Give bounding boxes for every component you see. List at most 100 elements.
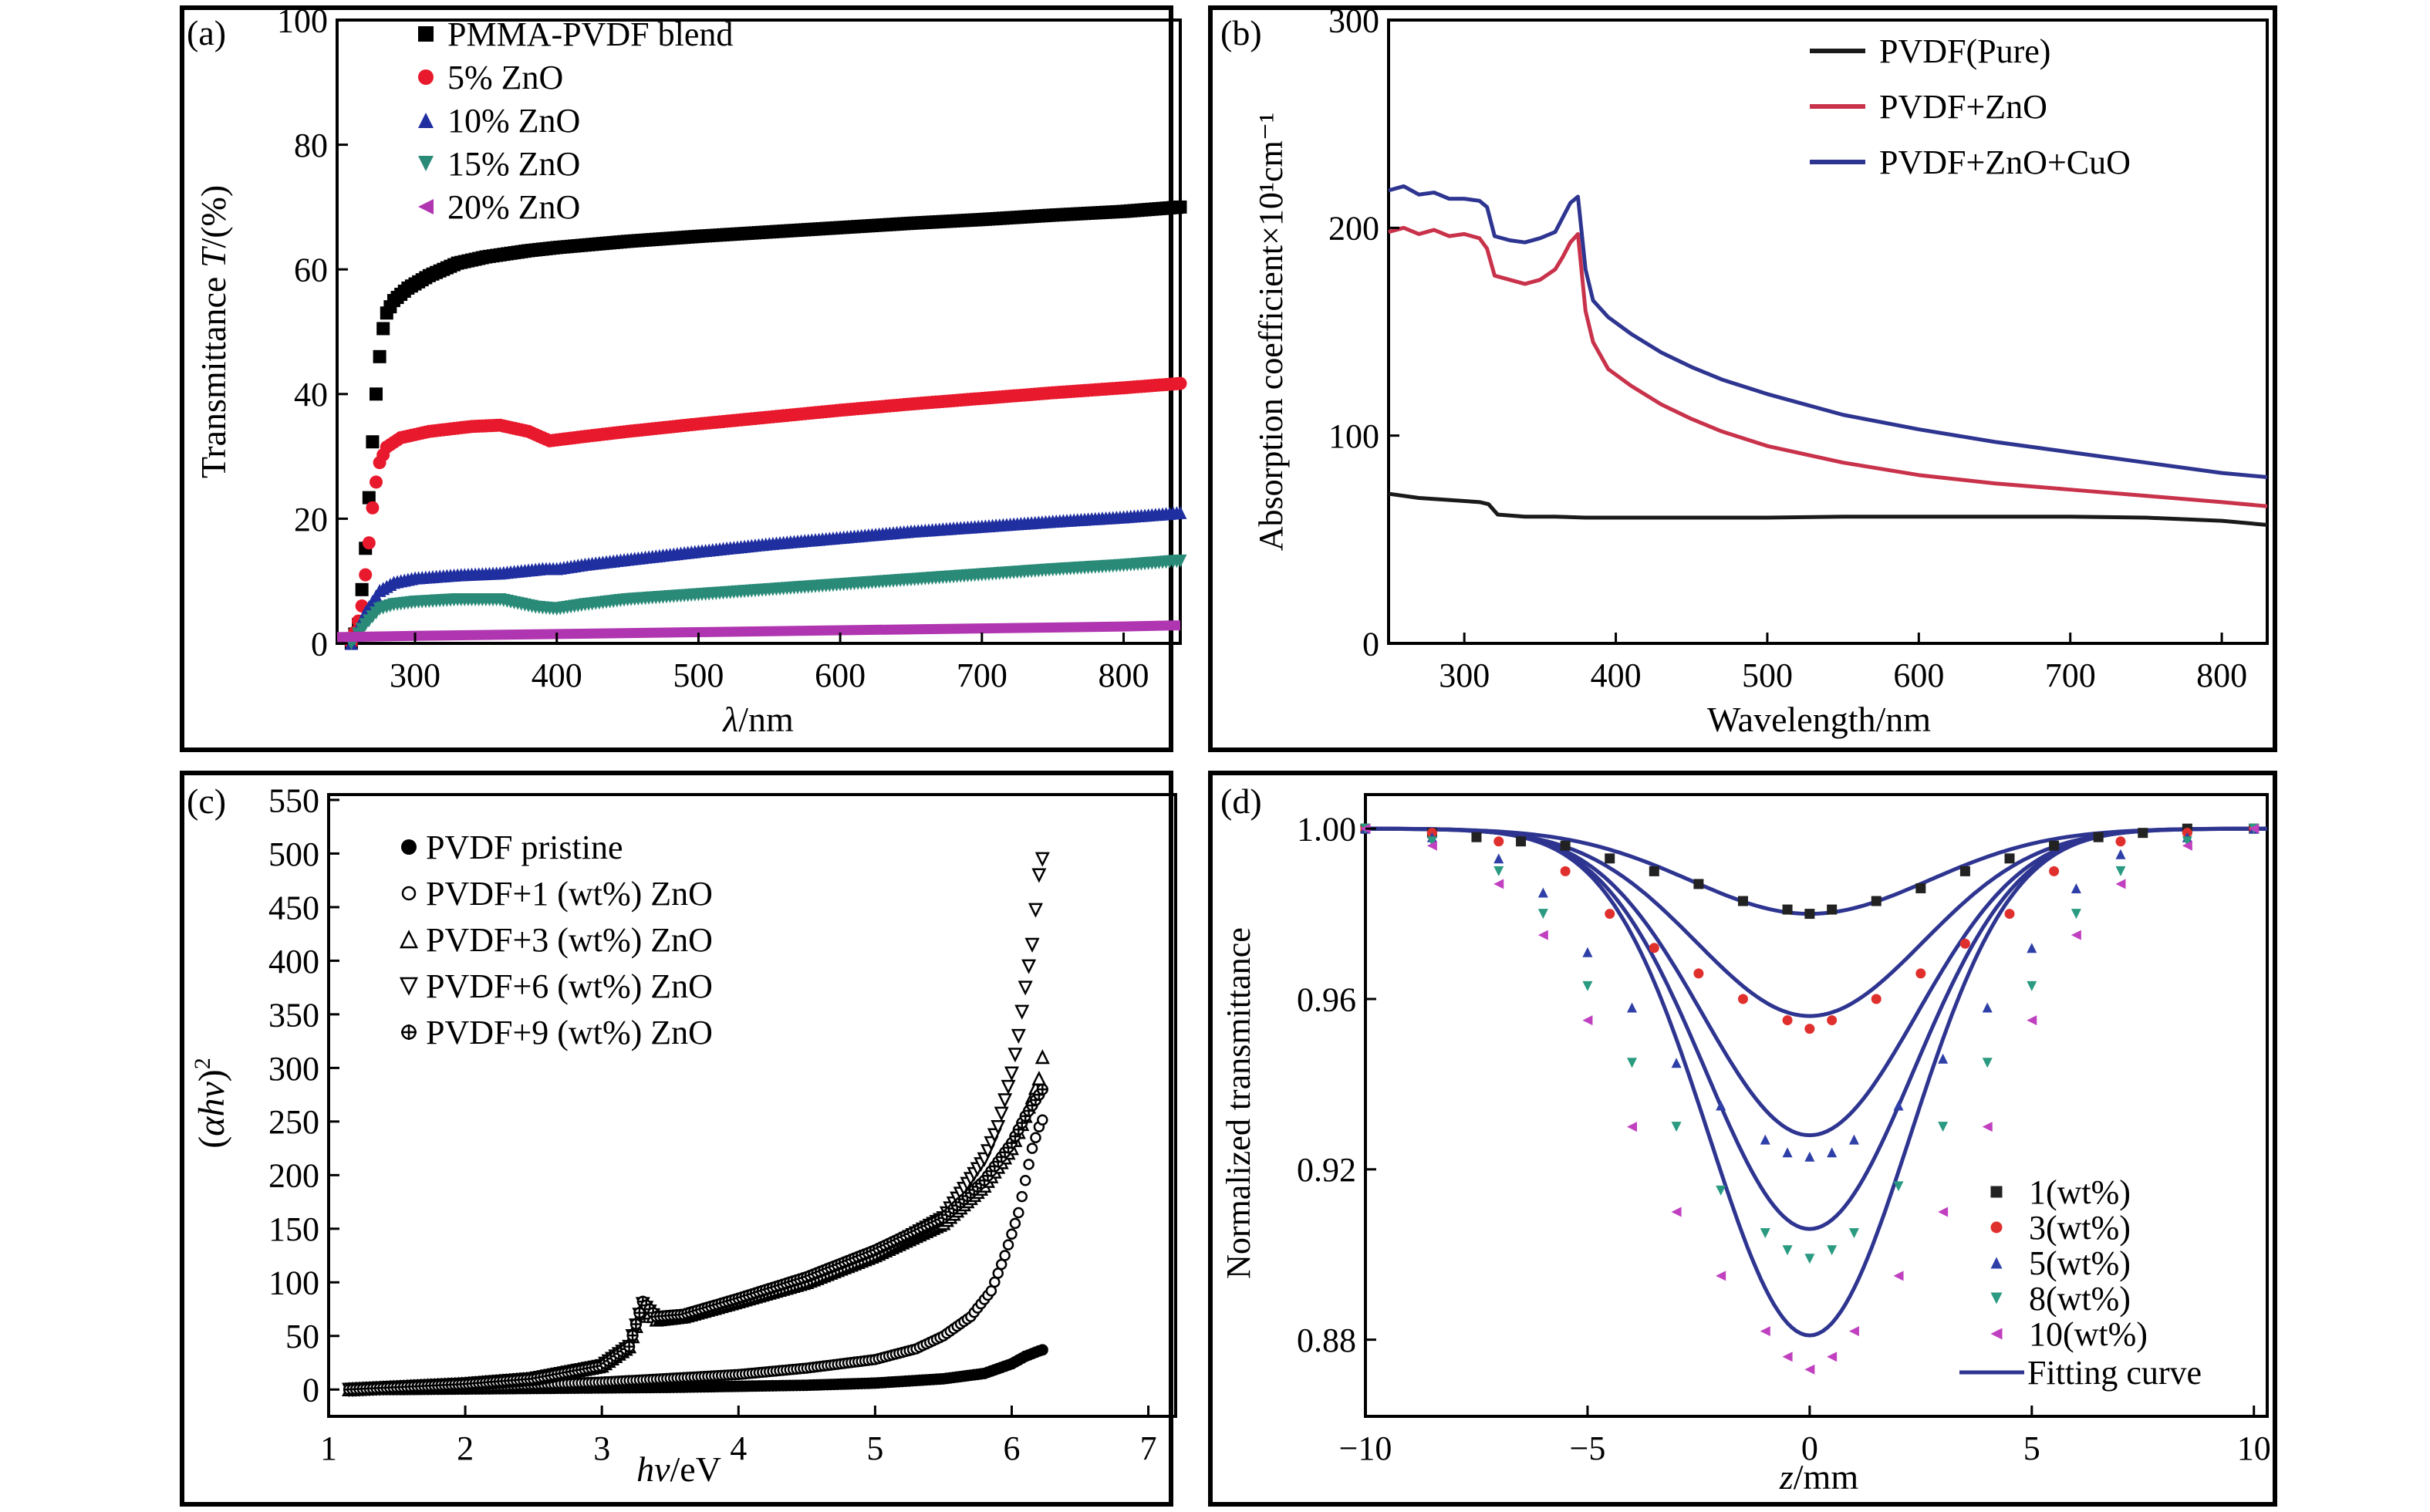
data-point	[623, 1341, 636, 1353]
data-point	[1024, 937, 1040, 953]
x-tick-label: 400	[1591, 656, 1642, 694]
data-point	[1804, 1254, 1815, 1264]
data-point	[1938, 1207, 1949, 1217]
data-point	[1959, 866, 1970, 876]
panel-c-y-axis-superscript: 2	[190, 1058, 215, 1069]
data-point	[1021, 959, 1037, 974]
data-point	[1031, 1070, 1047, 1086]
legend-label: 1(wt%)	[2029, 1173, 2131, 1211]
data-point	[992, 1267, 1004, 1279]
data-point	[1760, 1134, 1770, 1145]
y-tick-label: 250	[268, 1103, 319, 1141]
data-point	[2138, 828, 2148, 839]
panel-c-y-axis-symbol: αhv	[191, 1082, 232, 1136]
legend-label: 15% ZnO	[447, 145, 580, 183]
data-point	[2027, 943, 2037, 953]
data-point	[366, 501, 380, 515]
data-point	[1173, 200, 1187, 214]
legend-label: 10(wt%)	[2029, 1315, 2148, 1353]
data-point	[1871, 994, 1882, 1004]
panel-a-series-group	[336, 200, 1187, 650]
panel-c-y-axis-close: )	[191, 1069, 232, 1082]
panel-b-x-ticks: 300 400 500 600 700 800	[1439, 633, 2247, 694]
panel-c-y-ticks: 0 50 100 150 200 250 300 350 400 450 500 550	[268, 781, 339, 1409]
y-tick-label: 1.00	[1297, 811, 1356, 849]
panel-d-x-axis-unit: /mm	[1794, 1457, 1859, 1497]
panel-b-plot-frame	[1387, 19, 2269, 645]
panel-d-series-1	[1360, 823, 2260, 920]
data-point	[1426, 836, 1437, 847]
data-point	[1716, 1185, 1726, 1196]
panel-d-fit-curves	[1365, 826, 2267, 1338]
data-point	[1737, 994, 1748, 1004]
data-point	[1693, 968, 1704, 979]
x-tick-label: 3	[593, 1429, 610, 1467]
data-point	[1582, 1015, 1593, 1026]
data-point	[1982, 1058, 1993, 1068]
legend-marker	[401, 839, 417, 855]
y-tick-label: 0	[302, 1372, 319, 1409]
panel-a-series-3	[344, 505, 1187, 650]
legend-marker	[418, 156, 434, 171]
data-point	[370, 387, 383, 401]
y-tick-label: 200	[1328, 210, 1379, 248]
panel-d-series-4	[1360, 823, 2260, 1264]
x-tick-label: 6	[1003, 1429, 1020, 1467]
y-tick-label: 450	[268, 889, 319, 926]
data-point	[1018, 980, 1033, 996]
data-point	[1848, 1228, 1859, 1239]
data-point	[1471, 832, 1482, 842]
data-point	[1871, 896, 1882, 906]
y-tick-label: 0.96	[1297, 980, 1356, 1018]
panel-c-y-axis-open: (	[191, 1136, 232, 1149]
x-tick-label: 300	[390, 656, 440, 694]
data-point	[2027, 1015, 2037, 1026]
data-point	[1716, 1271, 1726, 1281]
panel-a-y-axis-symbol: T	[194, 245, 233, 268]
panel-c-plot-frame	[327, 793, 1177, 1418]
data-point	[2004, 853, 2015, 864]
y-tick-label: 0	[311, 625, 328, 663]
y-tick-label: 400	[268, 943, 319, 980]
series-line	[336, 620, 1181, 643]
data-point	[1036, 1344, 1048, 1356]
y-tick-label: 300	[268, 1050, 319, 1088]
legend-marker	[418, 113, 434, 128]
legend-marker	[399, 930, 419, 949]
data-point	[1893, 1181, 1904, 1192]
panel-b-y-axis-label: Absorption coefficient×10¹cm⁻¹	[1252, 113, 1290, 551]
data-point	[1671, 1122, 1682, 1132]
data-point	[1915, 968, 1926, 979]
legend-label: PMMA-PVDF blend	[447, 15, 733, 53]
data-point	[2004, 909, 2015, 920]
data-point	[1004, 1066, 1020, 1082]
data-point	[1582, 947, 1593, 957]
y-tick-label: 150	[268, 1210, 319, 1248]
data-point	[1782, 1352, 1793, 1362]
x-tick-label: 500	[1742, 656, 1793, 694]
data-point	[2071, 883, 2081, 893]
panel-a-label: (a)	[187, 13, 226, 52]
data-point	[376, 322, 390, 336]
legend-marker	[401, 886, 417, 901]
panel-c-legend: PVDF pristine PVDF+1 (wt%) ZnO PVDF+3 (wt%…	[399, 829, 713, 1051]
data-point	[1959, 938, 1970, 949]
data-point	[355, 582, 369, 596]
panel-a-y-axis-text: Transmittance	[194, 268, 233, 478]
x-tick-label: 800	[1099, 656, 1149, 694]
data-point	[1982, 1002, 1993, 1013]
data-point	[1026, 1142, 1038, 1154]
data-point	[2093, 832, 2104, 842]
data-point	[1537, 930, 1548, 940]
data-point	[985, 1285, 997, 1297]
data-point	[1760, 1326, 1770, 1337]
x-tick-label: 4	[730, 1429, 747, 1467]
panel-b-label: (b)	[1220, 13, 1262, 52]
panel-a-y-axis-unit: /(%)	[194, 185, 233, 248]
y-tick-label: 20	[294, 501, 328, 538]
legend-fit-label: Fitting curve	[2027, 1354, 2202, 1392]
data-point	[362, 491, 376, 505]
data-point	[1516, 836, 1527, 847]
data-point	[1782, 1147, 1793, 1158]
data-point	[1893, 1271, 1904, 1281]
